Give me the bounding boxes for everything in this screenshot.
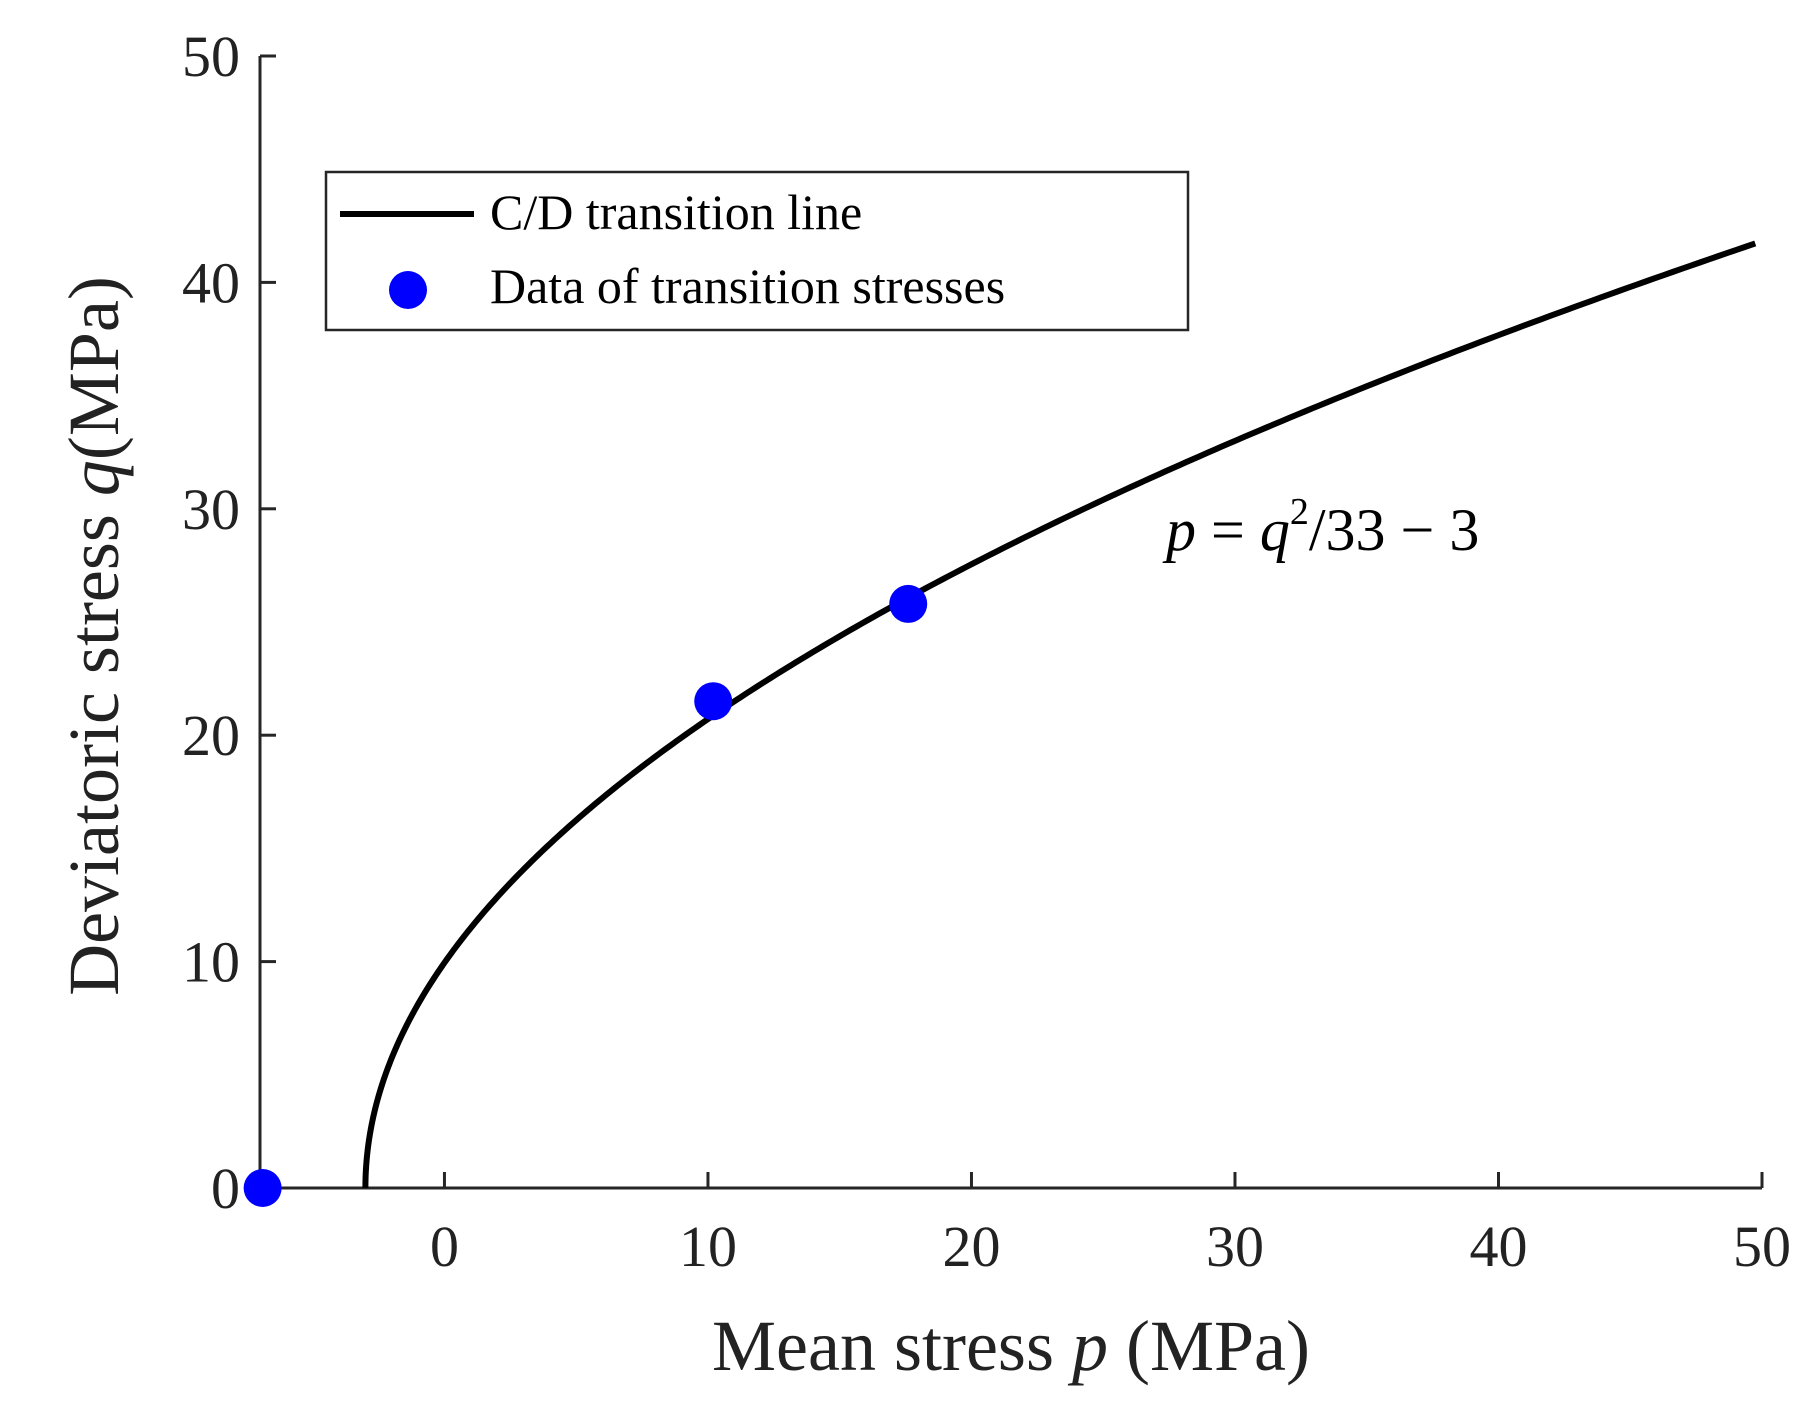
legend-marker-swatch (389, 271, 427, 309)
y-ticks: 0 10 20 30 40 50 (182, 24, 276, 1221)
data-points (243, 584, 928, 1207)
x-tick-label: 50 (1733, 1214, 1791, 1279)
annotation-q: q (1260, 497, 1290, 563)
legend-box (324, 170, 1190, 332)
annotation-p: p (1162, 497, 1196, 563)
data-point (243, 1169, 282, 1207)
annotation-eq: = (1196, 497, 1260, 563)
x-ticks: 0 10 20 30 40 50 (430, 1172, 1791, 1279)
legend: C/D transition line Data of transition s… (324, 170, 1190, 332)
x-axis-var: p (1067, 1306, 1108, 1386)
equation-annotation: p = q2/33 − 3 (1162, 491, 1479, 563)
transition-line (362, 240, 1757, 1189)
x-tick-label: 20 (942, 1214, 1000, 1279)
x-axis-label: Mean stress (712, 1306, 1054, 1386)
annotation-rest: /33 − 3 (1309, 497, 1480, 563)
x-axis-unit: (MPa) (1126, 1306, 1310, 1386)
data-point (694, 682, 733, 721)
y-axis-title: Deviatoric stress q(MPa) (54, 276, 134, 996)
y-axis-label: Deviatoric stress (54, 514, 134, 996)
y-tick-label: 50 (182, 24, 240, 89)
x-tick-label: 0 (430, 1214, 459, 1279)
annotation-sup: 2 (1290, 491, 1309, 533)
data-point (889, 584, 928, 623)
y-tick-label: 20 (182, 703, 240, 768)
y-tick-label: 30 (182, 477, 240, 542)
x-tick-label: 10 (679, 1214, 737, 1279)
y-axis-var: q (54, 460, 134, 496)
legend-label-points: Data of transition stresses (490, 258, 1005, 314)
y-tick-label: 40 (182, 250, 240, 315)
y-tick-label: 0 (211, 1156, 240, 1221)
y-tick-label: 10 (182, 930, 240, 995)
x-tick-label: 30 (1206, 1214, 1264, 1279)
x-tick-label: 40 (1469, 1214, 1527, 1279)
y-axis-unit: (MPa) (54, 276, 134, 460)
x-axis-title: Mean stress p (MPa) (712, 1306, 1310, 1386)
legend-label-line: C/D transition line (490, 184, 862, 240)
